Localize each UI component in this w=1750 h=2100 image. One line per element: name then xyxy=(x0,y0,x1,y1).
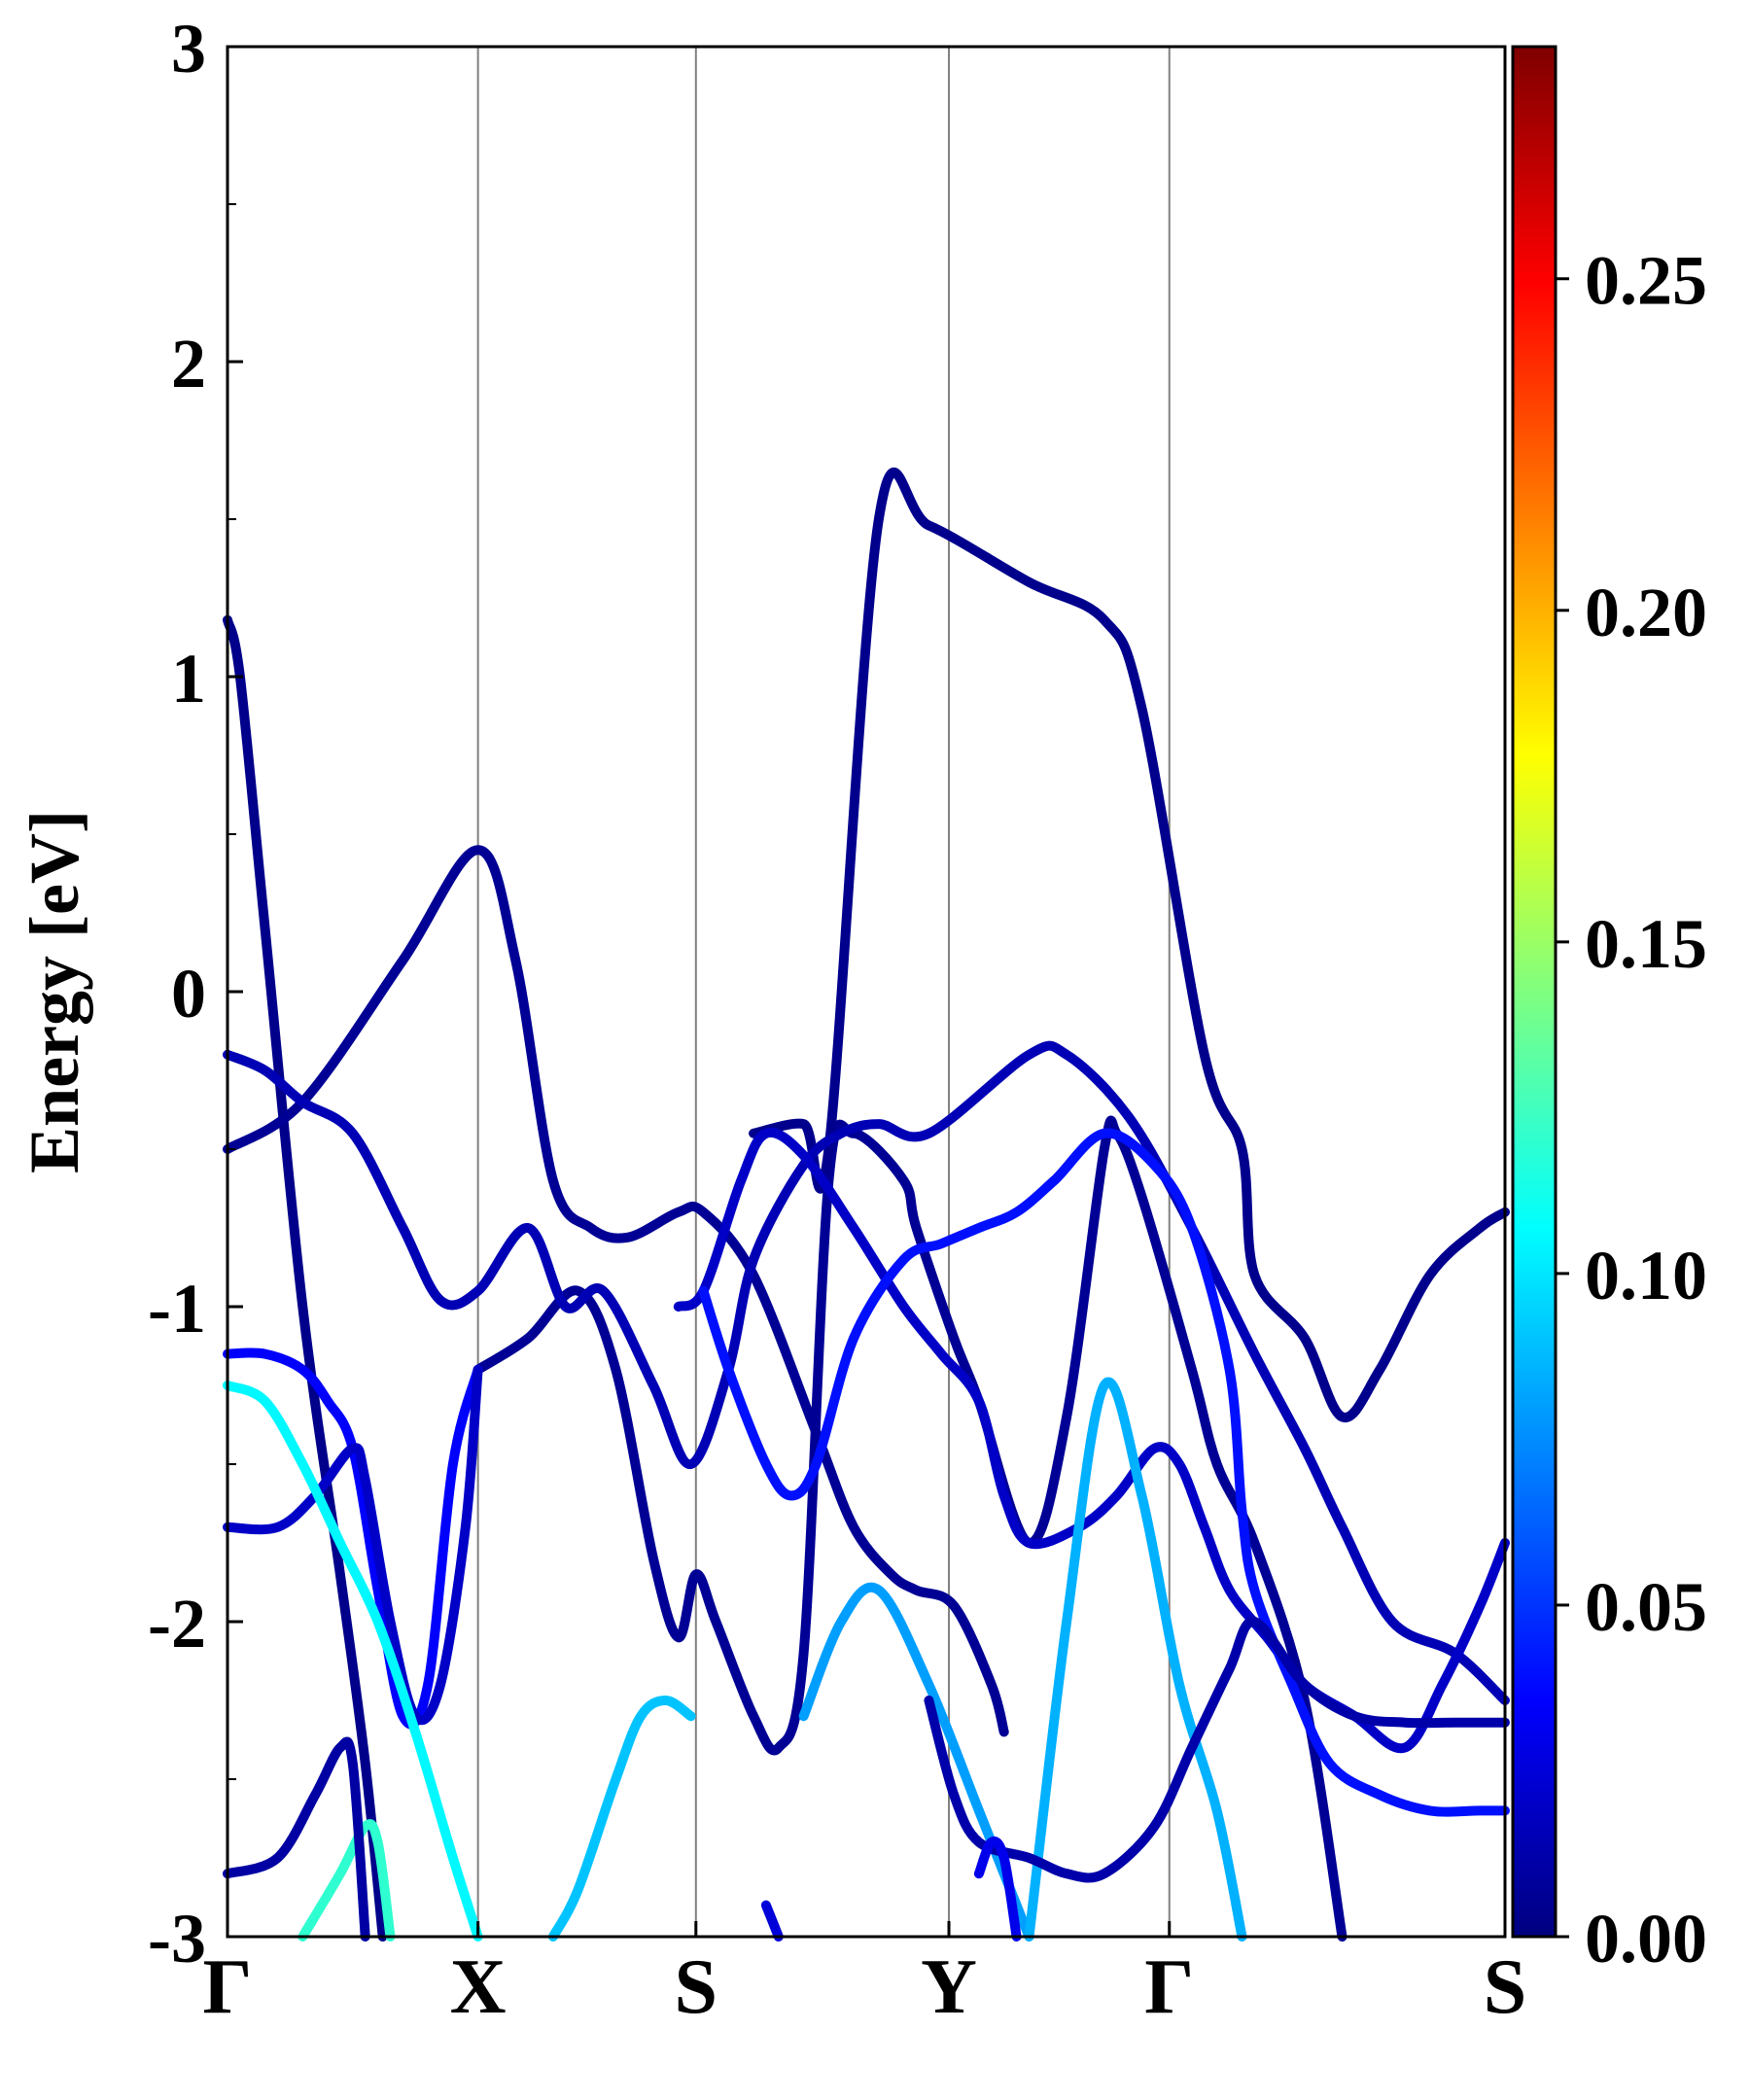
band-line-18 xyxy=(973,1836,1022,1942)
band-line-4 xyxy=(749,467,1510,1422)
band-line-2 xyxy=(223,845,1009,1737)
band-line-15 xyxy=(223,1736,370,1942)
band-line-10 xyxy=(223,1381,483,1942)
x-tick-label: S xyxy=(675,1944,718,2030)
x-tick-label: X xyxy=(450,1944,507,2030)
colorbar-tick-label: 0.15 xyxy=(1585,905,1707,983)
band-line-14 xyxy=(1024,1377,1247,1942)
x-tick-label: S xyxy=(1484,1944,1527,2030)
band-line-7 xyxy=(223,1364,483,1726)
y-axis-ticks: 3 2 1 0 -1 -2 -3 xyxy=(148,10,243,1978)
band-line-11 xyxy=(298,1819,396,1942)
y-tick-label: 2 xyxy=(171,325,206,402)
bands xyxy=(223,467,1510,1942)
y-tick-label: 3 xyxy=(171,10,206,88)
y-tick-label: -2 xyxy=(148,1585,206,1662)
band-line-13 xyxy=(798,1582,1034,1942)
band-line-5 xyxy=(223,1040,1510,1705)
colorbar-tick-label: 0.20 xyxy=(1585,574,1707,651)
y-tick-label: -3 xyxy=(148,1900,206,1978)
band-line-1 xyxy=(223,614,388,1942)
band-line-12 xyxy=(547,1696,696,1942)
colorbar-ticks: 0.00 0.05 0.10 0.15 0.20 0.25 xyxy=(1556,242,1707,1978)
colorbar-tick-label: 0.10 xyxy=(1585,1237,1707,1314)
band-line-3 xyxy=(472,1115,1348,1942)
colorbar-tick-label: 0.00 xyxy=(1585,1900,1707,1978)
band-line-17 xyxy=(760,1900,784,1942)
plot-frame xyxy=(226,45,1507,1939)
band-line-16 xyxy=(924,1617,1510,1883)
x-tick-label: Γ xyxy=(1144,1944,1194,2030)
y-axis-label: Energy [eV] xyxy=(16,810,93,1173)
y-tick-label: -1 xyxy=(148,1270,206,1348)
colorbar-tick-label: 0.05 xyxy=(1585,1568,1707,1646)
colorbar xyxy=(1511,45,1558,1939)
band-line-9 xyxy=(698,1128,1510,1817)
x-tick-label: Y xyxy=(921,1944,977,2030)
y-tick-label: 0 xyxy=(171,955,206,1032)
band-line-6 xyxy=(223,1348,483,1730)
colorbar-tick-label: 0.25 xyxy=(1585,242,1707,320)
band-line-8 xyxy=(673,1127,1510,1754)
y-tick-label: 1 xyxy=(171,640,206,718)
x-tick-label: Γ xyxy=(203,1944,253,2030)
